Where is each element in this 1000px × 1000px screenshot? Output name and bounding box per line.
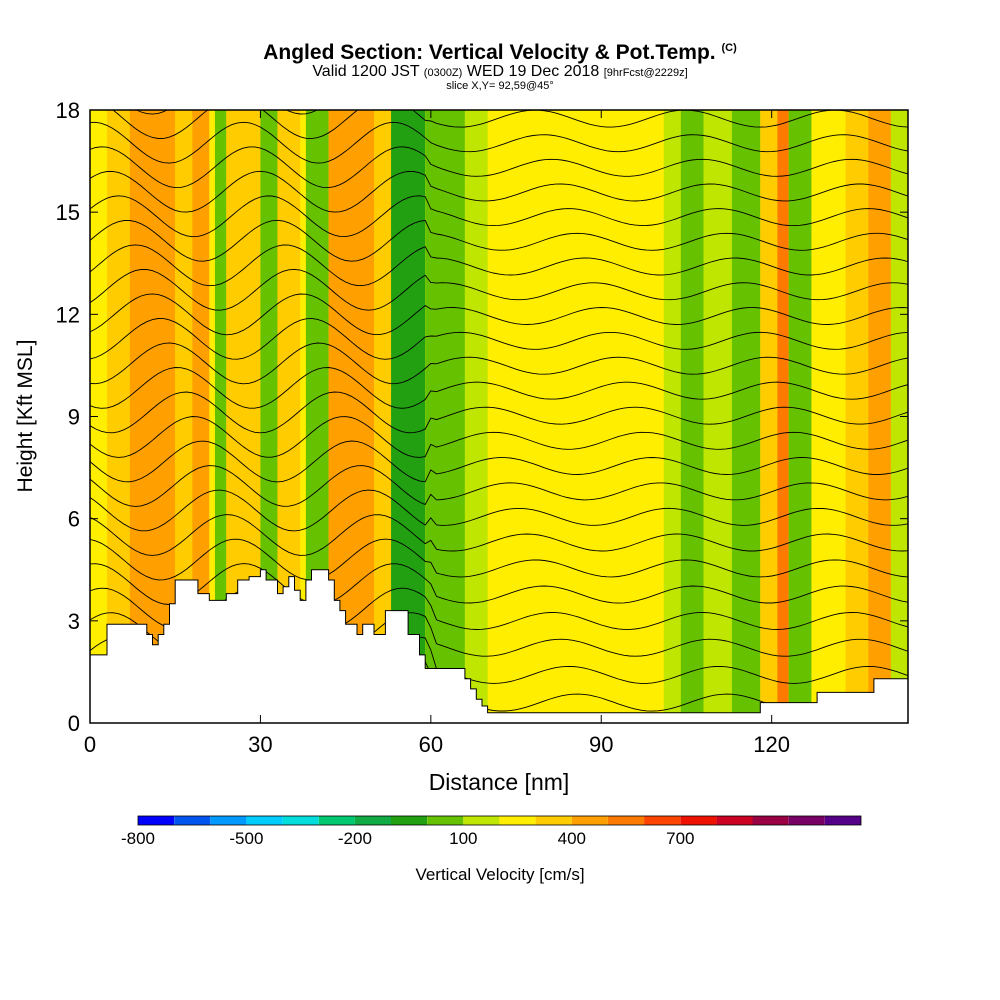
isentrope-line <box>90 489 908 532</box>
valid-utc: (0300Z) <box>423 67 463 79</box>
colorbar-frame <box>137 815 862 826</box>
y-tick-label: 12 <box>56 302 80 327</box>
slice-info: slice X,Y= 92,59@45° <box>446 80 554 92</box>
colorbar-label: Vertical Velocity [cm/s] <box>415 865 584 884</box>
chart-title-text: Angled Section: Vertical Velocity & Pot.… <box>263 41 716 64</box>
colorbar-segment <box>138 816 175 825</box>
isentrope-line <box>90 268 908 311</box>
velocity-band <box>788 110 812 723</box>
isentrope-line <box>90 146 908 189</box>
isentrope-line <box>112 110 908 140</box>
colorbar-segment <box>427 816 464 825</box>
velocity-band <box>680 110 704 723</box>
x-tick-label: 90 <box>589 732 613 757</box>
y-tick-label: 0 <box>68 711 80 736</box>
velocity-shading <box>107 110 908 723</box>
colorbar-segment <box>716 816 753 825</box>
colorbar-tick-label: -200 <box>338 829 372 848</box>
isentrope-line <box>90 219 908 262</box>
isentrope-line <box>90 563 908 605</box>
isentrope-line <box>90 465 908 507</box>
valid-date: WED 19 Dec 2018 <box>466 63 600 80</box>
isentrope-line <box>90 538 908 581</box>
velocity-band <box>777 110 789 723</box>
isentrope-line <box>90 170 908 213</box>
y-tick-label: 3 <box>68 609 80 634</box>
isentrope-line <box>90 195 908 238</box>
isentrope-line <box>90 391 908 434</box>
velocity-band <box>703 110 732 723</box>
velocity-band <box>175 110 193 723</box>
chart-title: Angled Section: Vertical Velocity & Pot.… <box>0 36 1000 65</box>
isentrope-line <box>90 514 908 556</box>
axes: 0 30 60 90 120 0 3 6 9 12 15 18 <box>56 98 908 757</box>
isentrope-line <box>90 367 908 409</box>
valid-time: Valid 1200 JST (0300Z) WED 19 Dec 2018 [… <box>0 63 1000 80</box>
x-tick-label: 0 <box>84 732 96 757</box>
colorbar-segment <box>788 816 825 825</box>
isentrope-line <box>90 317 908 360</box>
colorbar-tick-label: 400 <box>558 829 586 848</box>
colorbar-segment <box>463 816 500 825</box>
velocity-band <box>760 110 778 723</box>
colorbar-segment <box>210 816 247 825</box>
colorbar-segment <box>282 816 319 825</box>
velocity-band <box>663 110 681 723</box>
velocity-band <box>214 110 227 723</box>
valid-prefix: Valid 1200 JST <box>312 63 420 80</box>
colorbar-segment <box>174 816 211 825</box>
y-tick-label: 6 <box>68 507 80 532</box>
colorbar-tick-label: 700 <box>666 829 694 848</box>
velocity-band <box>890 110 908 723</box>
title-block: Angled Section: Vertical Velocity & Pot.… <box>0 36 1000 92</box>
colorbar-tick-label: -800 <box>121 829 155 848</box>
x-axis-label: Distance [nm] <box>429 769 570 795</box>
velocity-band <box>464 110 488 723</box>
x-tick-label: 120 <box>753 732 790 757</box>
colorbar-segment <box>535 816 572 825</box>
colorbar-segment <box>354 816 391 825</box>
isentrope-line <box>90 416 908 458</box>
y-tick-label: 18 <box>56 98 80 123</box>
plot-area <box>90 110 908 723</box>
colorbar-segment <box>571 816 608 825</box>
isentrope-line <box>90 342 908 385</box>
colorbar-tick-label: 100 <box>449 829 477 848</box>
colorbar-segment <box>680 816 717 825</box>
colorbar-segment <box>644 816 681 825</box>
colorbar-tick-label: -500 <box>229 829 263 848</box>
velocity-band <box>845 110 869 723</box>
y-axis-label: Height [Kft MSL] <box>14 340 37 493</box>
isentrope-line <box>90 121 908 164</box>
forecast-info: [9hrFcst@2229z] <box>603 67 688 79</box>
y-tick-label: 9 <box>68 405 80 430</box>
colorbar-segment <box>246 816 283 825</box>
colorbar-segment <box>608 816 645 825</box>
copyright-mark: (C) <box>721 42 737 54</box>
colorbar-segment <box>391 816 428 825</box>
isentrope-line <box>90 293 908 336</box>
x-tick-label: 30 <box>248 732 272 757</box>
colorbar-segment <box>318 816 355 825</box>
isentropes <box>90 110 908 712</box>
isentrope-line <box>90 440 908 483</box>
colorbar-segment <box>499 816 536 825</box>
y-tick-label: 15 <box>56 200 80 225</box>
velocity-band <box>192 110 210 723</box>
isentrope-line <box>90 244 908 287</box>
velocity-band <box>277 110 301 723</box>
isentrope-line <box>135 110 319 115</box>
colorbar-segment <box>824 816 861 825</box>
colorbar-segment <box>752 816 789 825</box>
colorbar: -800 -500 -200 100 400 700 <box>121 815 862 848</box>
velocity-band <box>129 110 176 723</box>
terrain-mask <box>90 569 908 723</box>
x-tick-label: 60 <box>419 732 443 757</box>
velocity-band <box>868 110 891 723</box>
velocity-band <box>374 110 392 723</box>
